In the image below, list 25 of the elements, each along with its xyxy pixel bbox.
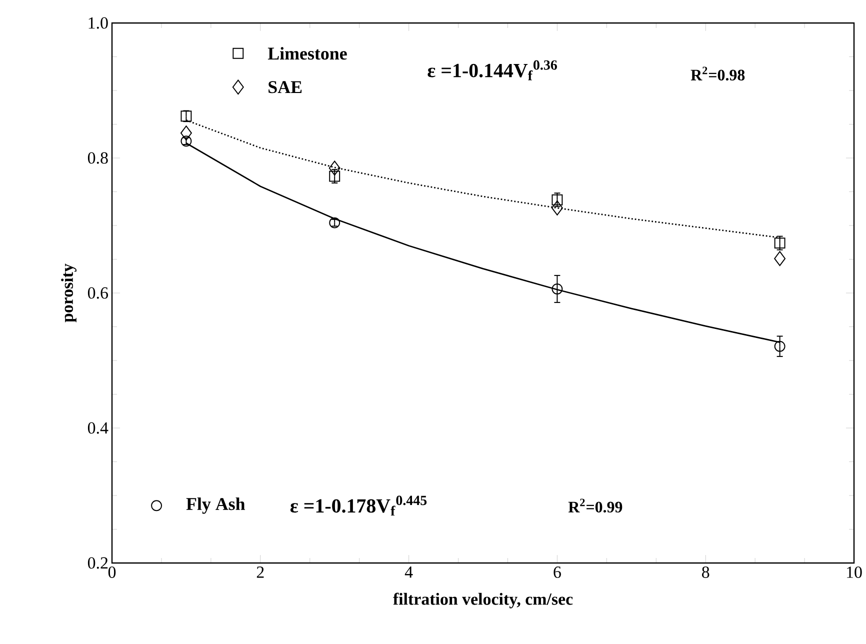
y-tick-label: 0.4 [88,422,108,434]
point [180,126,192,140]
legend-label: SAE [268,81,302,94]
legend-label: Fly Ash [186,497,246,514]
annotation: R$^{2}$=0.98 [690,66,745,81]
y-tick-label: 0.8 [88,152,108,164]
annotation: ε =1-0.144V$_{f}$0.36 [428,60,557,80]
x-tick-label: 2 [256,566,264,578]
annotation: R$^{2}$=0.99 [568,498,622,513]
point [552,283,563,294]
x-tick-label: 6 [554,566,561,578]
x-tick-label: 4 [404,566,413,578]
legend-label: Limestone [268,47,347,60]
point [774,340,786,352]
y-tick-label: 1.0 [88,17,108,29]
y-tick-label: 0.2 [88,557,108,569]
point [328,160,340,176]
y-tick-label: 0.6 [88,287,108,299]
x-tick-label: 8 [702,566,710,578]
annotation: ε =1-0.178V$_{f}$0.445 [290,496,427,516]
x-axis-title: filtration velocity, cm/sec [393,592,573,608]
point [329,170,340,182]
x-tick-label: 0 [108,566,116,578]
y-axis-title: porosity [61,264,76,322]
x-tick-label: 10 [847,566,862,578]
